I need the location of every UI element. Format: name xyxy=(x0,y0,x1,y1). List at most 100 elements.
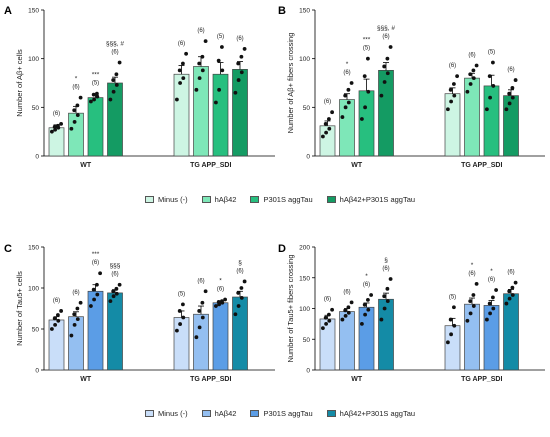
data-point xyxy=(175,97,179,102)
bar xyxy=(173,317,190,371)
data-point xyxy=(362,302,367,307)
data-point xyxy=(177,68,182,73)
data-point xyxy=(75,113,80,118)
data-point xyxy=(239,286,244,290)
panel-letter: B xyxy=(278,5,286,17)
n-label: (6) xyxy=(111,50,118,56)
n-label: (6) xyxy=(488,277,495,283)
data-point xyxy=(114,72,119,77)
data-point xyxy=(98,271,102,276)
data-point xyxy=(388,45,393,49)
data-point xyxy=(242,279,247,284)
data-point xyxy=(363,312,367,317)
data-point xyxy=(362,74,367,79)
data-point xyxy=(117,282,122,287)
legend-swatch xyxy=(145,410,154,417)
data-point xyxy=(78,95,83,100)
bar xyxy=(193,66,209,157)
data-point xyxy=(236,291,241,295)
data-point xyxy=(200,68,205,73)
bar xyxy=(232,69,248,157)
data-point xyxy=(510,85,515,90)
data-point xyxy=(114,286,119,291)
bar xyxy=(319,125,336,157)
n-label: (6) xyxy=(236,36,243,42)
data-point xyxy=(56,318,61,323)
data-point xyxy=(382,64,387,69)
n-label: (6) xyxy=(343,70,350,76)
data-point xyxy=(468,299,473,304)
bar xyxy=(212,73,229,157)
bar xyxy=(358,306,375,371)
data-point xyxy=(507,91,512,96)
significance-label: * xyxy=(471,262,474,269)
y-tick-label: 100 xyxy=(28,56,39,63)
group-label: TG APP_SDI xyxy=(461,376,502,383)
data-point xyxy=(324,321,328,326)
data-point xyxy=(491,295,495,300)
y-tick-label: 150 xyxy=(299,8,310,15)
y-tick-label: 100 xyxy=(299,306,310,313)
data-point xyxy=(89,99,93,104)
data-point xyxy=(327,318,332,323)
n-label: (6) xyxy=(382,266,389,272)
data-point xyxy=(465,89,470,94)
data-point xyxy=(75,103,80,108)
n-label: (6) xyxy=(449,63,456,69)
data-point xyxy=(114,291,119,296)
y-tick-label: 0 xyxy=(306,368,310,375)
data-point xyxy=(75,317,80,322)
data-point xyxy=(194,335,199,340)
bar xyxy=(232,296,248,371)
data-point xyxy=(382,80,387,84)
data-point xyxy=(485,317,489,322)
data-point xyxy=(379,93,384,98)
legend-item: hAβ42 xyxy=(201,409,236,418)
y-tick-label: 50 xyxy=(303,337,311,344)
data-point xyxy=(200,315,205,320)
data-point xyxy=(510,285,515,290)
data-point xyxy=(324,130,328,135)
bar xyxy=(212,302,229,371)
data-point xyxy=(474,63,479,68)
data-point xyxy=(233,90,238,95)
data-point xyxy=(366,56,370,61)
data-point xyxy=(220,299,224,304)
data-point xyxy=(321,134,325,139)
data-point xyxy=(471,76,476,81)
data-point xyxy=(197,325,202,330)
data-point xyxy=(388,277,393,281)
data-point xyxy=(178,81,183,85)
data-point xyxy=(340,317,345,322)
data-point xyxy=(507,289,512,294)
legend-item: hAβ42 xyxy=(201,195,236,204)
data-point xyxy=(75,306,80,311)
data-point xyxy=(474,282,479,286)
n-label: (6) xyxy=(53,111,60,117)
data-point xyxy=(59,121,63,126)
data-point xyxy=(236,304,241,308)
data-point xyxy=(346,87,351,92)
bar xyxy=(68,112,84,157)
n-label: (6) xyxy=(468,271,475,277)
data-point xyxy=(200,300,205,305)
data-point xyxy=(485,107,489,112)
data-point xyxy=(236,78,241,82)
bar xyxy=(444,325,461,371)
data-point xyxy=(488,311,492,316)
legend-label: Minus (-) xyxy=(158,195,188,204)
data-point xyxy=(385,286,390,291)
n-label: (5) xyxy=(92,81,99,87)
data-point xyxy=(184,51,189,56)
y-tick-label: 0 xyxy=(306,154,310,161)
legend-item: Minus (-) xyxy=(145,195,188,204)
data-point xyxy=(468,311,473,316)
significance-label: * xyxy=(490,268,493,275)
data-point xyxy=(220,68,225,73)
data-point xyxy=(340,115,345,119)
n-label: (6) xyxy=(197,278,204,284)
data-point xyxy=(72,312,77,317)
data-point xyxy=(446,107,450,112)
bar xyxy=(87,97,104,157)
data-point xyxy=(214,100,218,105)
